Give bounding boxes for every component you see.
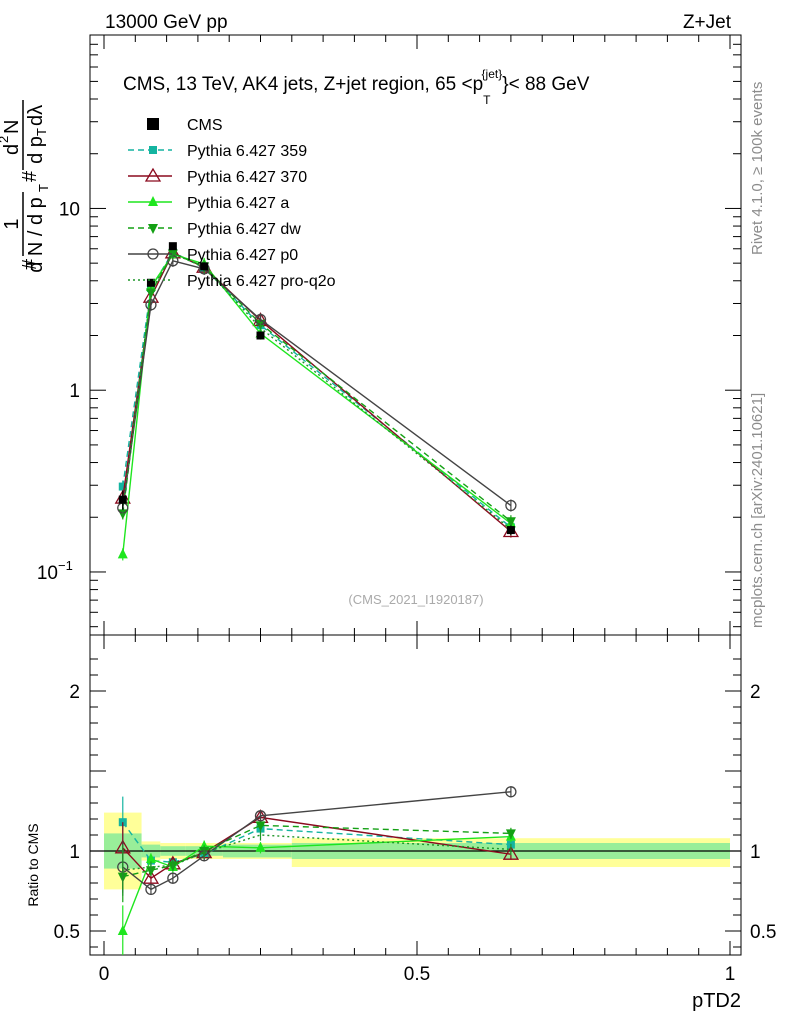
legend-label-5: Pythia 6.427 pro-q2o xyxy=(187,273,336,290)
ratio-uncertainty-bands xyxy=(90,812,741,890)
main-y-axis-label: # d N / d p 1 T # d p T dλ d 2 N xyxy=(0,100,51,273)
ratio-line-3 xyxy=(122,824,511,878)
header-right: Z+Jet xyxy=(683,12,732,33)
data-point xyxy=(118,495,127,504)
series-point xyxy=(505,517,516,528)
svg-text:d p: d p xyxy=(25,136,47,164)
mcplots-label: mcplots.cern.ch [arXiv:2401.10621] xyxy=(749,393,766,628)
svg-text:d: d xyxy=(1,144,23,155)
svg-text:T: T xyxy=(36,184,51,192)
x-axis-label: pTD2 xyxy=(692,990,741,1012)
ratio-point xyxy=(142,869,160,884)
x-tick-label: 0 xyxy=(99,964,110,985)
legend-label-3: Pythia 6.427 dw xyxy=(187,221,301,238)
series-point xyxy=(117,548,128,559)
legend-marker-cms xyxy=(147,118,159,130)
data-point xyxy=(168,242,177,251)
series-line-4 xyxy=(122,260,512,509)
data-point xyxy=(256,331,265,340)
svg-text:d N / d p: d N / d p xyxy=(25,197,47,273)
chart-title: CMS, 13 TeV, AK4 jets, Z+jet region, 65 … xyxy=(123,67,590,107)
ratio-y-tick-label: 1 xyxy=(69,842,80,863)
ratio-point xyxy=(505,786,517,798)
main-series xyxy=(114,242,520,561)
ratio-point xyxy=(167,872,179,884)
analysis-watermark: (CMS_2021_I1920187) xyxy=(348,592,483,607)
ratio-y-tick-label-right: 0.5 xyxy=(750,922,776,943)
ratio-point xyxy=(145,883,157,896)
series-line-5 xyxy=(122,252,512,530)
series-point xyxy=(118,482,127,491)
x-tick-label: 0.5 xyxy=(404,964,430,985)
main-y-tick-label: 10 xyxy=(59,199,80,220)
legend-marker-0 xyxy=(149,146,157,154)
x-tick-label: 1 xyxy=(725,964,736,985)
legend-marker-4 xyxy=(147,248,159,260)
header-left: 13000 GeV pp xyxy=(105,12,228,33)
main-y-tick-label: 10 xyxy=(37,563,58,584)
ratio-plot-frame xyxy=(89,634,742,956)
svg-text:T: T xyxy=(34,128,49,136)
ratio-y-tick-label: 0.5 xyxy=(54,922,80,943)
svg-text:#: # xyxy=(19,170,41,182)
ratio-y-tick-label: 2 xyxy=(69,682,80,703)
svg-text:dλ: dλ xyxy=(25,105,47,126)
ratio-point xyxy=(117,925,128,935)
data-point xyxy=(506,526,515,535)
ratio-point xyxy=(255,841,266,852)
ratio-series xyxy=(114,786,520,955)
legend-label-2: Pythia 6.427 a xyxy=(187,195,289,212)
ratio-point xyxy=(502,845,520,860)
ratio-y-tick-label-right: 1 xyxy=(750,842,761,863)
legend-marker-1 xyxy=(144,167,162,182)
svg-text:2: 2 xyxy=(0,136,11,143)
main-y-tick-label-exp: −1 xyxy=(58,558,73,573)
ratio-line-1 xyxy=(122,816,512,880)
legend: CMS Pythia 6.427 359 Pythia 6.427 370 Pythi… xyxy=(128,117,336,290)
ratio-point xyxy=(145,853,156,863)
svg-text:1: 1 xyxy=(1,218,23,229)
main-y-tick-label: 1 xyxy=(69,381,80,402)
ratio-line-4 xyxy=(122,791,511,891)
series-line-1 xyxy=(122,251,512,533)
svg-text:#: # xyxy=(19,258,41,270)
legend-label-cms: CMS xyxy=(187,117,223,134)
legend-marker-3 xyxy=(148,224,158,234)
series-point xyxy=(145,299,157,311)
series-line-2 xyxy=(122,253,512,555)
rivet-version-label: Rivet 4.1.0, ≥ 100k events xyxy=(749,82,766,255)
legend-label-4: Pythia 6.427 p0 xyxy=(187,247,298,264)
ratio-point xyxy=(255,821,266,832)
legend-label-1: Pythia 6.427 370 xyxy=(187,169,307,186)
data-point xyxy=(146,278,155,287)
ratio-y-axis-label: Ratio to CMS xyxy=(25,823,41,906)
ratio-point xyxy=(505,829,516,840)
data-point xyxy=(200,262,209,271)
series-point xyxy=(505,499,517,512)
ratio-point xyxy=(254,810,267,822)
svg-text:N: N xyxy=(1,120,23,134)
legend-label-0: Pythia 6.427 359 xyxy=(187,143,307,160)
legend-marker-2 xyxy=(148,196,158,206)
ratio-y-tick-label-right: 2 xyxy=(750,682,761,703)
series-line-0 xyxy=(122,251,512,528)
